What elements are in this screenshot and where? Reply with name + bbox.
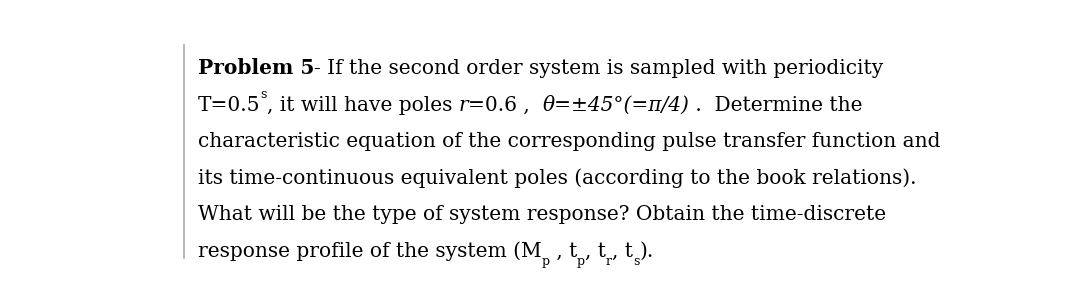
- Text: =0.6 ,: =0.6 ,: [468, 96, 542, 115]
- Text: , t: , t: [612, 242, 633, 261]
- Text: its time-continuous equivalent poles (according to the book relations).: its time-continuous equivalent poles (ac…: [198, 168, 916, 188]
- Text: T=0.5: T=0.5: [198, 96, 260, 115]
- Text: r: r: [606, 255, 612, 268]
- Text: p: p: [541, 255, 550, 268]
- Text: .  Determine the: . Determine the: [689, 96, 863, 115]
- Text: , t: , t: [550, 242, 577, 261]
- Text: s: s: [260, 88, 267, 101]
- Text: - If the second order system is sampled with periodicity: - If the second order system is sampled …: [314, 59, 883, 78]
- Text: ).: ).: [639, 242, 653, 261]
- Text: characteristic equation of the corresponding pulse transfer function and: characteristic equation of the correspon…: [198, 132, 941, 151]
- Text: , t: , t: [585, 242, 606, 261]
- Text: What will be the type of system response? Obtain the time-discrete: What will be the type of system response…: [198, 205, 886, 224]
- Text: r: r: [458, 96, 468, 115]
- Text: , it will have poles: , it will have poles: [267, 96, 458, 115]
- Text: Problem 5: Problem 5: [198, 58, 314, 78]
- Text: response profile of the system (M: response profile of the system (M: [198, 241, 541, 261]
- Text: p: p: [577, 255, 585, 268]
- Text: s: s: [633, 255, 639, 268]
- Text: θ=±45°(=π/4): θ=±45°(=π/4): [542, 95, 689, 115]
